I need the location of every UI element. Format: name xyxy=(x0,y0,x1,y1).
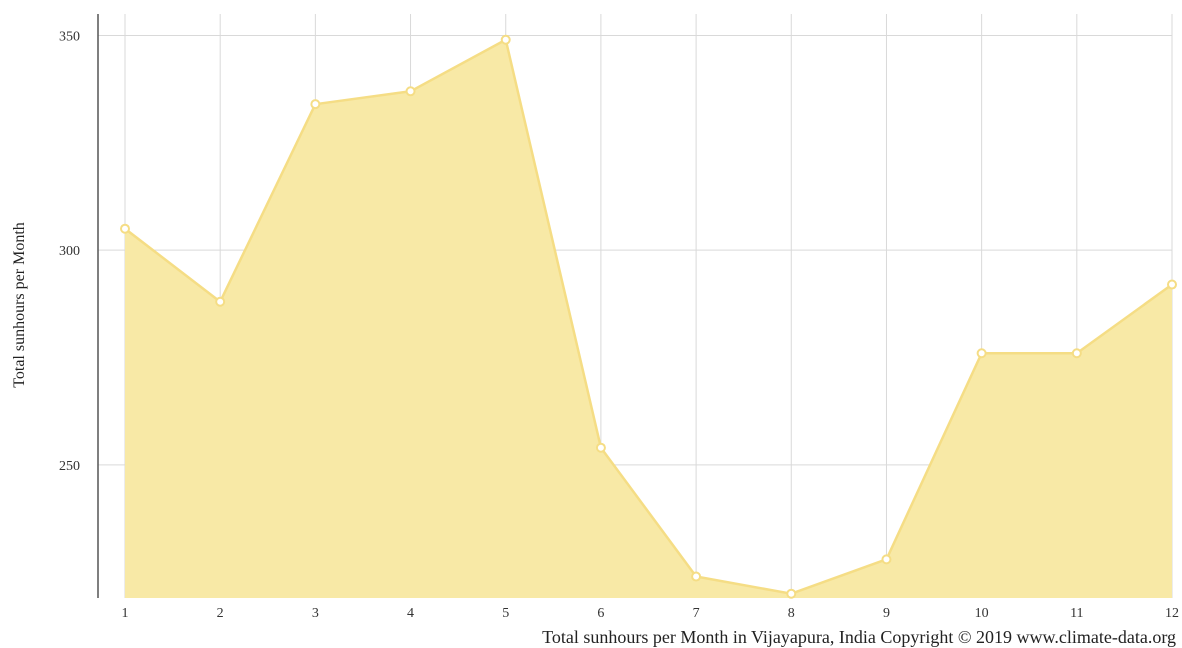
x-tick-label-11: 11 xyxy=(1070,606,1083,621)
data-point-5[interactable] xyxy=(500,34,511,45)
y-tick-labels: 250 300 350 xyxy=(59,29,80,473)
data-point-1[interactable] xyxy=(120,223,130,234)
x-tick-label-4: 4 xyxy=(407,606,414,621)
data-point-2[interactable] xyxy=(215,296,226,307)
data-point-4[interactable] xyxy=(405,86,416,97)
area-layer xyxy=(124,38,1173,598)
data-point-8[interactable] xyxy=(786,588,797,599)
x-tick-label-8: 8 xyxy=(788,606,795,621)
x-tick-label-9: 9 xyxy=(883,606,890,621)
y-tick-label-300: 300 xyxy=(59,244,80,259)
x-tick-label-7: 7 xyxy=(693,606,700,621)
data-point-7[interactable] xyxy=(691,571,702,582)
x-tick-labels: 1 2 3 4 5 6 7 8 9 10 11 12 xyxy=(122,606,1180,621)
sunhours-line xyxy=(124,38,1173,595)
data-point-11[interactable] xyxy=(1071,348,1082,359)
y-axis-title: Total sunhours per Month xyxy=(11,222,28,388)
marker-layer xyxy=(120,34,1177,599)
data-point-12[interactable] xyxy=(1167,279,1177,290)
y-tick-label-250: 250 xyxy=(59,459,80,474)
x-tick-label-2: 2 xyxy=(217,606,224,621)
sunhours-area xyxy=(125,39,1172,598)
data-point-3[interactable] xyxy=(310,99,321,110)
x-tick-label-5: 5 xyxy=(502,606,509,621)
chart-caption: Total sunhours per Month in Vijayapura, … xyxy=(542,627,1176,647)
data-point-6[interactable] xyxy=(595,442,606,453)
x-tick-label-10: 10 xyxy=(975,606,989,621)
x-tick-label-6: 6 xyxy=(597,606,604,621)
x-tick-label-12: 12 xyxy=(1165,606,1179,621)
y-tick-label-350: 350 xyxy=(59,29,80,44)
x-tick-label-1: 1 xyxy=(122,606,129,621)
data-point-9[interactable] xyxy=(881,554,892,565)
data-point-10[interactable] xyxy=(976,348,987,359)
x-tick-label-3: 3 xyxy=(312,606,319,621)
